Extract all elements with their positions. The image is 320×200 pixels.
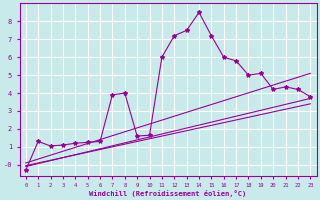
X-axis label: Windchill (Refroidissement éolien,°C): Windchill (Refroidissement éolien,°C) — [90, 190, 247, 197]
